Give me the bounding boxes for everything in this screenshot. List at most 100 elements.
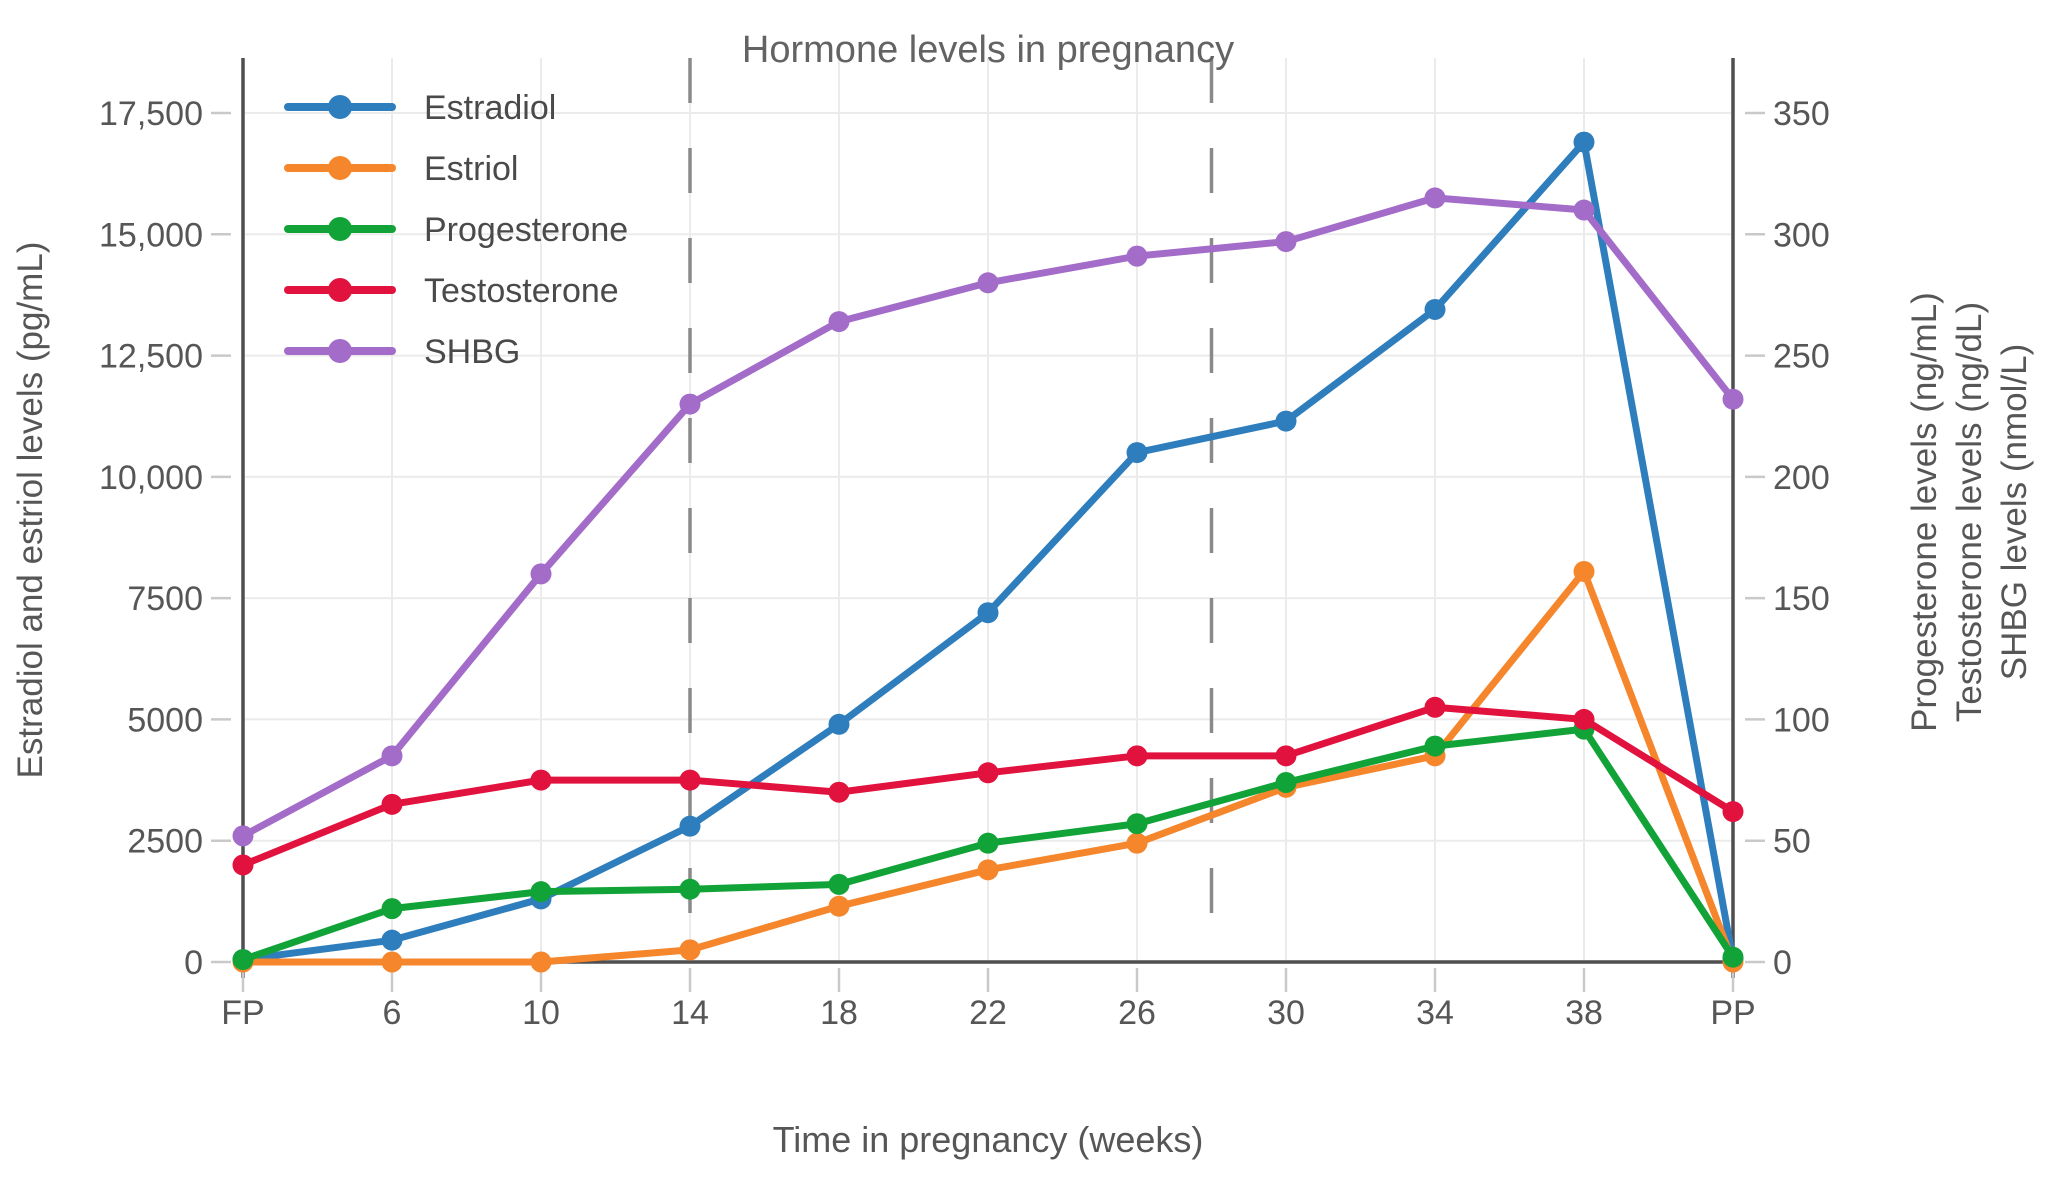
data-point-testosterone-PP[interactable]	[1722, 801, 1744, 823]
tick-label-left-2500: 2500	[127, 823, 203, 861]
legend-label-progesterone: Progesterone	[424, 211, 628, 249]
legend-marker-dot-estriol	[328, 156, 352, 180]
data-series-layer	[232, 131, 1744, 973]
data-point-estriol-6[interactable]	[381, 951, 403, 973]
data-point-progesterone-22[interactable]	[977, 832, 999, 854]
data-point-progesterone-FP[interactable]	[232, 949, 254, 971]
tick-label-left-7500: 7500	[127, 580, 203, 618]
data-point-testosterone-38[interactable]	[1573, 708, 1595, 730]
data-point-progesterone-26[interactable]	[1126, 813, 1148, 835]
data-point-progesterone-10[interactable]	[530, 881, 552, 903]
tick-label-right-150: 150	[1773, 580, 1830, 618]
data-point-progesterone-30[interactable]	[1275, 771, 1297, 793]
data-point-progesterone-14[interactable]	[679, 878, 701, 900]
tick-label-x-22: 22	[969, 994, 1007, 1032]
data-point-estradiol-38[interactable]	[1573, 131, 1595, 153]
y-axis-right-title-testosterone: Testosterone levels (ng/dL)	[1950, 302, 1989, 722]
data-point-estriol-14[interactable]	[679, 939, 701, 961]
data-point-testosterone-22[interactable]	[977, 762, 999, 784]
tick-label-x-30: 30	[1267, 994, 1305, 1032]
tick-label-left-17500: 17,500	[99, 95, 203, 133]
legend-label-shbg: SHBG	[424, 333, 520, 371]
chart-title: Hormone levels in pregnancy	[742, 29, 1234, 71]
y-axis-left-title: Estradiol and estriol levels (pg/mL)	[11, 242, 50, 779]
tick-label-right-250: 250	[1773, 338, 1830, 376]
trimester-dividers-layer	[688, 58, 1214, 958]
data-point-testosterone-26[interactable]	[1126, 745, 1148, 767]
data-point-testosterone-14[interactable]	[679, 769, 701, 791]
data-point-shbg-30[interactable]	[1275, 231, 1297, 253]
data-point-testosterone-FP[interactable]	[232, 854, 254, 876]
tick-label-right-300: 300	[1773, 216, 1830, 254]
data-point-estradiol-26[interactable]	[1126, 442, 1148, 464]
data-point-testosterone-6[interactable]	[381, 793, 403, 815]
tick-labels-layer: 0 2500 5000 7500 10,000 12,500 15,000 17,500 0 50…	[99, 95, 1830, 1032]
tick-label-right-350: 350	[1773, 95, 1830, 133]
data-point-testosterone-10[interactable]	[530, 769, 552, 791]
data-point-shbg-FP[interactable]	[232, 825, 254, 847]
tick-label-x-FP: FP	[221, 994, 264, 1032]
data-point-estradiol-30[interactable]	[1275, 410, 1297, 432]
legend-label-estriol: Estriol	[424, 150, 518, 188]
data-point-estradiol-34[interactable]	[1424, 298, 1446, 320]
data-point-estriol-26[interactable]	[1126, 832, 1148, 854]
legend-marker-dot-estradiol	[328, 95, 352, 119]
data-point-shbg-14[interactable]	[679, 393, 701, 415]
legend-label-testosterone: Testosterone	[424, 272, 619, 310]
x-axis-title: Time in pregnancy (weeks)	[773, 1119, 1204, 1160]
tick-label-left-5000: 5000	[127, 701, 203, 739]
legend-item-progesterone[interactable]: Progesterone	[284, 211, 628, 249]
data-point-estriol-10[interactable]	[530, 951, 552, 973]
y-axis-right-title-progesterone: Progesterone levels (ng/mL)	[1905, 292, 1944, 732]
data-point-shbg-6[interactable]	[381, 745, 403, 767]
data-point-estradiol-14[interactable]	[679, 815, 701, 837]
data-point-shbg-22[interactable]	[977, 272, 999, 294]
data-point-shbg-26[interactable]	[1126, 245, 1148, 267]
legend-marker-dot-shbg	[328, 339, 352, 363]
y-axis-right-title-shbg: SHBG levels (nmol/L)	[1995, 344, 2034, 680]
data-point-testosterone-34[interactable]	[1424, 696, 1446, 718]
legend-layer: Estradiol Estriol Progesterone Testosterone…	[284, 89, 628, 371]
data-point-estriol-18[interactable]	[828, 895, 850, 917]
data-point-shbg-34[interactable]	[1424, 187, 1446, 209]
tick-label-x-6: 6	[383, 994, 402, 1032]
legend-item-estradiol[interactable]: Estradiol	[284, 89, 556, 127]
data-point-progesterone-6[interactable]	[381, 898, 403, 920]
legend-item-shbg[interactable]: SHBG	[284, 333, 520, 371]
legend-marker-dot-testosterone	[328, 278, 352, 302]
data-point-progesterone-18[interactable]	[828, 873, 850, 895]
tick-label-left-12500: 12,500	[99, 338, 203, 376]
data-point-estradiol-6[interactable]	[381, 929, 403, 951]
tick-label-right-50: 50	[1773, 823, 1811, 861]
data-point-shbg-10[interactable]	[530, 563, 552, 585]
data-point-estradiol-22[interactable]	[977, 602, 999, 624]
data-point-progesterone-PP[interactable]	[1722, 946, 1744, 968]
tick-label-left-0: 0	[184, 944, 203, 982]
data-point-estriol-22[interactable]	[977, 859, 999, 881]
legend-marker-dot-progesterone	[328, 217, 352, 241]
tick-label-right-100: 100	[1773, 701, 1830, 739]
legend-item-estriol[interactable]: Estriol	[284, 150, 518, 188]
data-point-shbg-PP[interactable]	[1722, 388, 1744, 410]
tick-label-left-10000: 10,000	[99, 459, 203, 497]
data-point-progesterone-34[interactable]	[1424, 735, 1446, 757]
data-point-shbg-18[interactable]	[828, 311, 850, 333]
legend-item-testosterone[interactable]: Testosterone	[284, 272, 619, 310]
legend-label-estradiol: Estradiol	[424, 89, 556, 127]
data-point-testosterone-30[interactable]	[1275, 745, 1297, 767]
tick-label-x-PP: PP	[1710, 994, 1755, 1032]
gridlines-layer	[242, 58, 1734, 963]
tick-label-x-14: 14	[671, 994, 709, 1032]
tick-label-x-18: 18	[820, 994, 858, 1032]
tick-label-x-38: 38	[1565, 994, 1603, 1032]
data-point-estriol-38[interactable]	[1573, 560, 1595, 582]
tick-label-x-34: 34	[1416, 994, 1454, 1032]
tick-label-x-26: 26	[1118, 994, 1156, 1032]
tick-label-x-10: 10	[522, 994, 560, 1032]
tick-label-left-15000: 15,000	[99, 216, 203, 254]
data-point-testosterone-18[interactable]	[828, 781, 850, 803]
data-point-estradiol-18[interactable]	[828, 713, 850, 735]
data-point-shbg-38[interactable]	[1573, 199, 1595, 221]
tick-label-right-0: 0	[1773, 944, 1792, 982]
